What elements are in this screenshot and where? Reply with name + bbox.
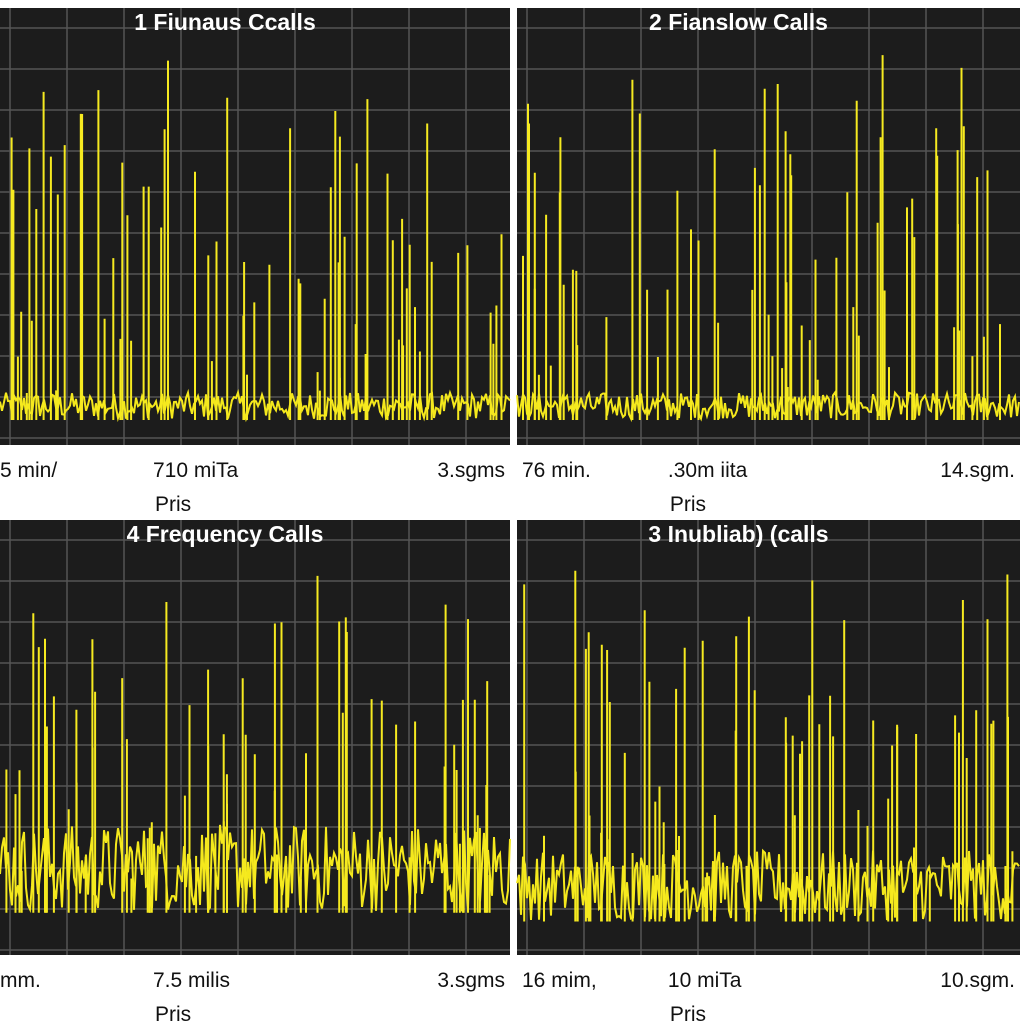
axis-label: 5 min/	[0, 459, 57, 482]
axis-sublabel: Pris	[155, 1003, 191, 1024]
axis-label: .30m iita	[668, 459, 748, 482]
panel: 2 Fianslow Calls 76 min. .30m iita 14.sgm. P…	[516, 8, 1020, 516]
axis-sublabel: Pris	[155, 493, 191, 516]
panel: 3 Inubliab) (calls 16 mim, 10 miTa 10.sgm. P…	[516, 520, 1020, 1024]
panel-title: 1 Fiunaus Ccalls	[134, 9, 316, 35]
axis-sublabel: Pris	[670, 1003, 706, 1024]
axis-label: 710 miTa	[153, 459, 239, 482]
axis-label: 3.sgms	[437, 459, 505, 482]
axis-label: 7.5 milis	[153, 969, 230, 992]
panel: 1 Fiunaus Ccalls 5 min/710 miTa 3.sgms Pris	[0, 8, 511, 516]
axis-label: 10 miTa	[668, 969, 742, 992]
panel: 4 Frequency Calls mm. 7.5 milis 3.sgms Pris	[0, 520, 511, 1024]
panel-title: 4 Frequency Calls	[127, 521, 324, 547]
axis-label: 16 mim,	[522, 969, 597, 992]
axis-sublabel: Pris	[670, 493, 706, 516]
panel-title: 3 Inubliab) (calls	[648, 521, 828, 547]
axis-label: 10.sgm.	[940, 969, 1015, 992]
plot-area	[517, 520, 1020, 955]
axis-label: 14.sgm.	[940, 459, 1015, 482]
axis-label: mm.	[0, 969, 41, 992]
axis-label: 76 min.	[522, 459, 591, 482]
axis-label: 3.sgms	[437, 969, 505, 992]
panel-title: 2 Fianslow Calls	[649, 9, 828, 35]
